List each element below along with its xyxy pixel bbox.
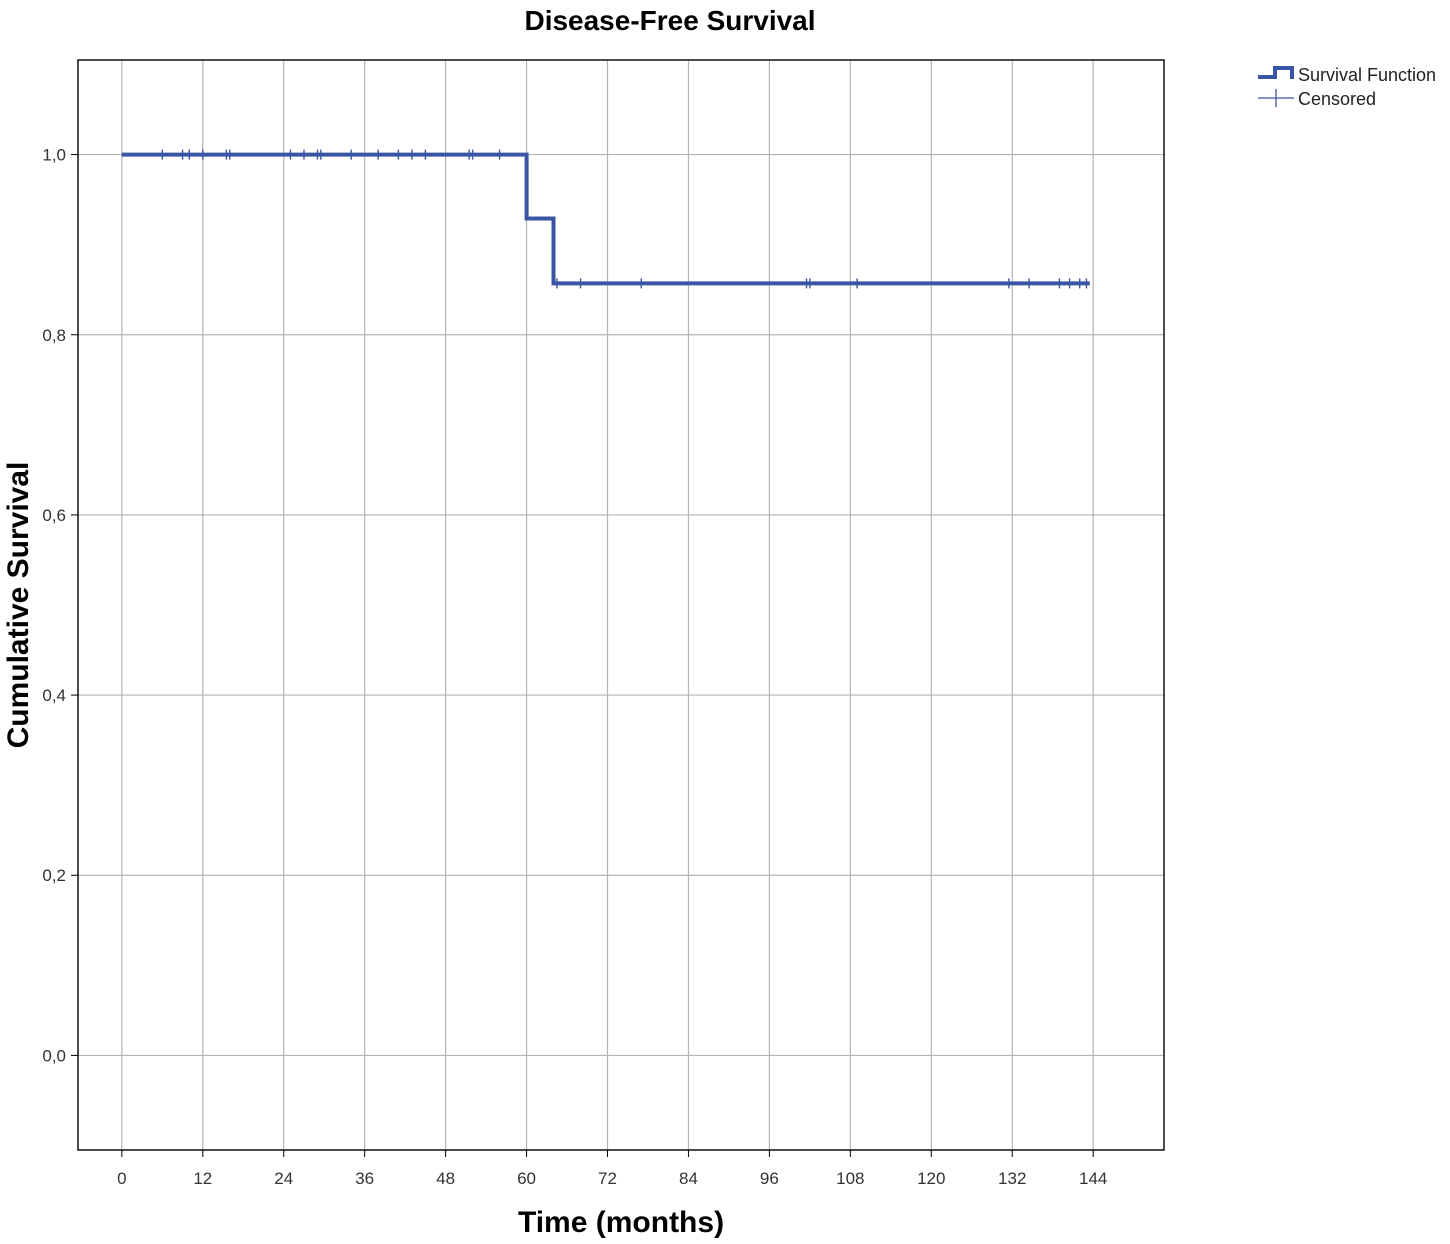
legend-survival-swatch (1258, 66, 1294, 79)
legend: Survival Function Censored (1258, 65, 1436, 109)
series-layer (121, 152, 1090, 286)
censored-marks (161, 149, 1088, 289)
y-axis-ticks: 0,0 0,2 0,4 0,6 0,8 1,0 (42, 146, 78, 1065)
plot-frame (77, 59, 1165, 1151)
x-tick-label: 24 (274, 1169, 293, 1188)
x-tick-label: 120 (917, 1169, 945, 1188)
x-tick-label: 72 (598, 1169, 617, 1188)
survival-function-line (121, 152, 1090, 286)
x-tick-label: 144 (1079, 1169, 1107, 1188)
y-tick-label: 1,0 (42, 146, 66, 165)
x-tick-label: 108 (836, 1169, 864, 1188)
x-tick-label: 60 (517, 1169, 536, 1188)
x-tick-label: 0 (117, 1169, 126, 1188)
y-tick-label: 0,6 (42, 506, 66, 525)
y-axis-label: Cumulative Survival (2, 462, 35, 749)
y-tick-label: 0,0 (42, 1046, 66, 1065)
grid-lines (78, 60, 1164, 1150)
legend-censored-label: Censored (1298, 89, 1376, 109)
x-tick-label: 132 (998, 1169, 1026, 1188)
x-tick-label: 84 (679, 1169, 698, 1188)
y-tick-label: 0,8 (42, 326, 66, 345)
y-tick-label: 0,4 (42, 686, 66, 705)
x-tick-label: 96 (760, 1169, 779, 1188)
legend-censored-swatch (1258, 89, 1294, 107)
x-axis-label: Time (months) (518, 1206, 724, 1239)
x-tick-label: 36 (355, 1169, 374, 1188)
x-axis-ticks: 0 12 24 36 48 60 72 84 96 108 120 132 144 (117, 1150, 1107, 1188)
y-tick-label: 0,2 (42, 866, 66, 885)
chart-title: Disease-Free Survival (524, 5, 815, 36)
x-tick-label: 12 (193, 1169, 212, 1188)
x-tick-label: 48 (436, 1169, 455, 1188)
legend-survival-label: Survival Function (1298, 65, 1436, 85)
